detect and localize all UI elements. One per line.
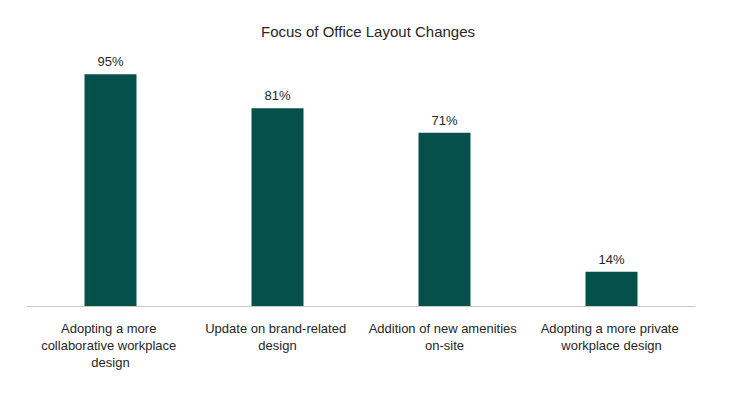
svg-text:95%: 95% bbox=[97, 54, 123, 69]
svg-text:Addition of new amenities: Addition of new amenities bbox=[369, 321, 521, 336]
svg-text:workplace design: workplace design bbox=[560, 338, 661, 353]
svg-text:design: design bbox=[258, 338, 296, 353]
svg-text:collaborative workplace: collaborative workplace bbox=[41, 338, 180, 353]
svg-text:81%: 81% bbox=[264, 88, 290, 103]
svg-text:Update on brand-related: Update on brand-related bbox=[205, 321, 350, 336]
svg-text:14%: 14% bbox=[598, 252, 624, 267]
svg-text:Focus of Office Layout Changes: Focus of Office Layout Changes bbox=[261, 23, 475, 40]
svg-text:design: design bbox=[91, 355, 129, 370]
svg-text:Adopting a more private: Adopting a more private bbox=[541, 321, 683, 336]
svg-text:on-site: on-site bbox=[425, 338, 464, 353]
svg-text:71%: 71% bbox=[431, 113, 457, 128]
svg-text:Adopting a more: Adopting a more bbox=[61, 321, 160, 336]
